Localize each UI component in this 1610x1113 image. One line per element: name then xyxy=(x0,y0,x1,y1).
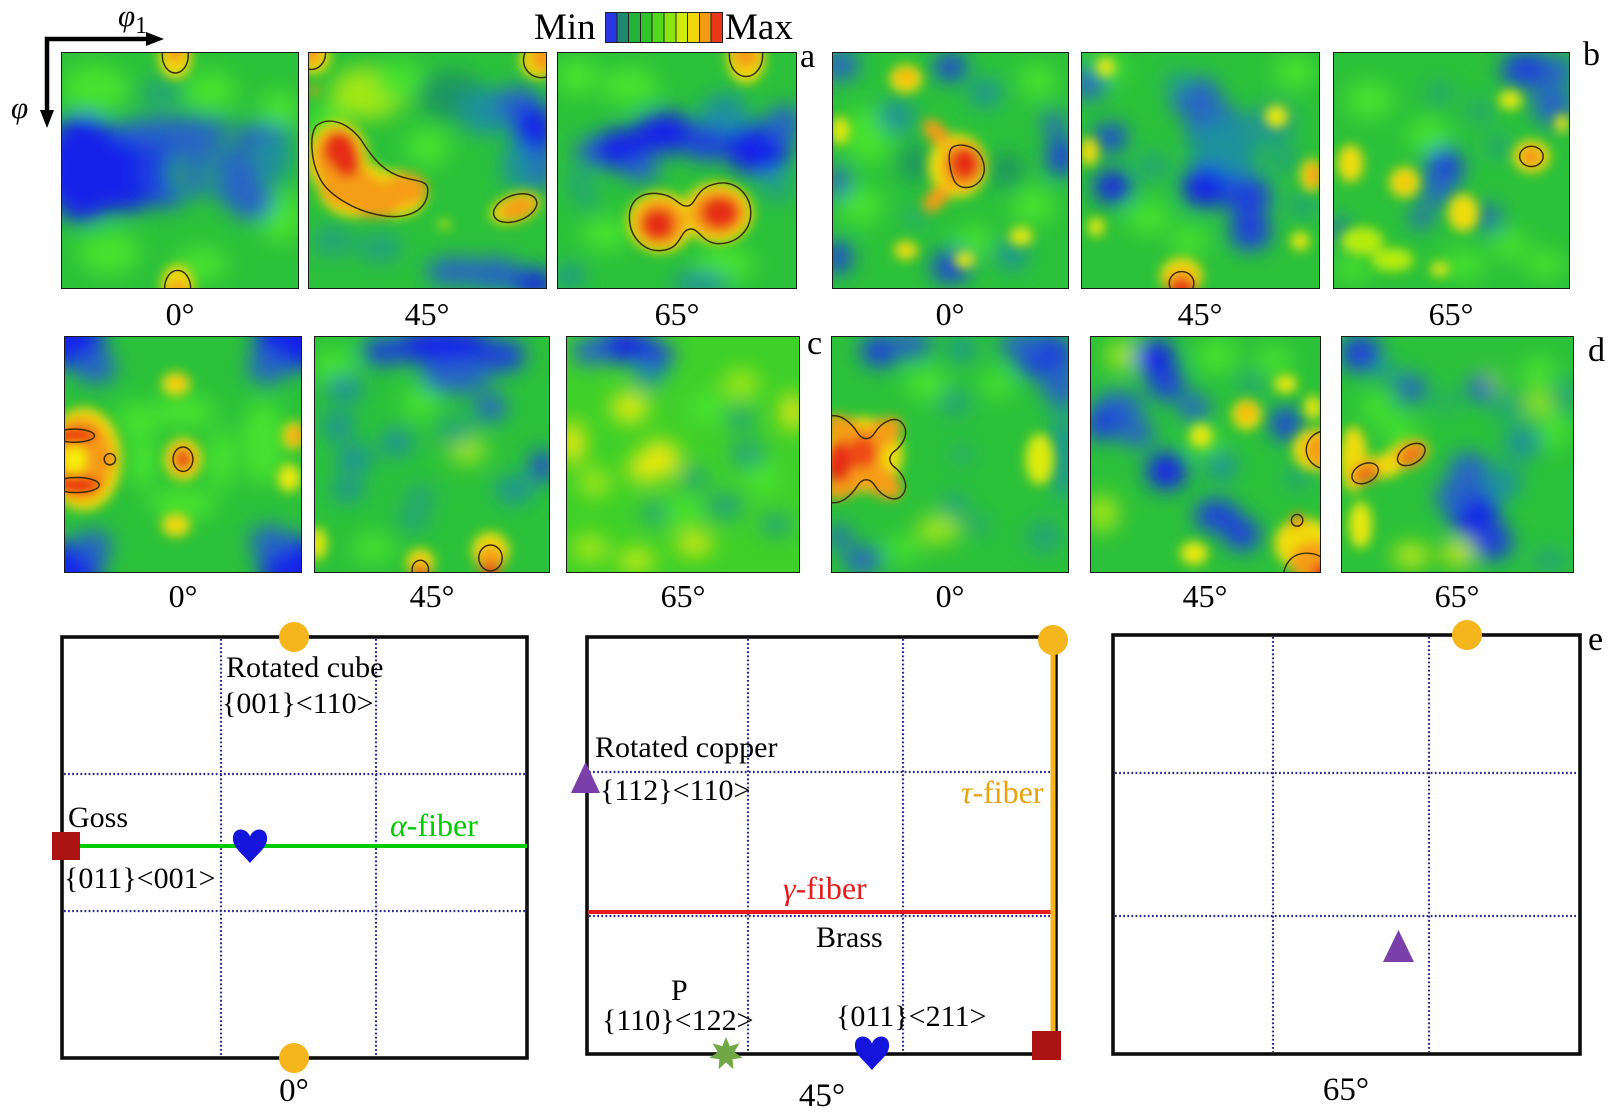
svg-text:Goss: Goss xyxy=(68,801,128,834)
svg-text:Rotated cube: Rotated cube xyxy=(226,651,383,684)
svg-text:Rotated copper: Rotated copper xyxy=(595,731,777,764)
svg-text:{110}<122>: {110}<122> xyxy=(602,1004,754,1037)
svg-text:{011}<211>: {011}<211> xyxy=(836,1000,986,1033)
svg-text:α-fiber: α-fiber xyxy=(390,807,478,843)
svg-text:{011}<001>: {011}<001> xyxy=(64,862,216,895)
svg-text:{112}<110>: {112}<110> xyxy=(600,774,750,807)
svg-text:65°: 65° xyxy=(1323,1072,1369,1108)
svg-text:0°: 0° xyxy=(279,1073,309,1109)
svg-text:τ-fiber: τ-fiber xyxy=(961,774,1044,810)
svg-text:γ-fiber: γ-fiber xyxy=(783,870,867,906)
svg-text:Brass: Brass xyxy=(816,921,883,954)
svg-text:45°: 45° xyxy=(799,1078,845,1113)
svg-text:{001}<110>: {001}<110> xyxy=(222,687,374,720)
svg-text:P: P xyxy=(671,974,688,1007)
